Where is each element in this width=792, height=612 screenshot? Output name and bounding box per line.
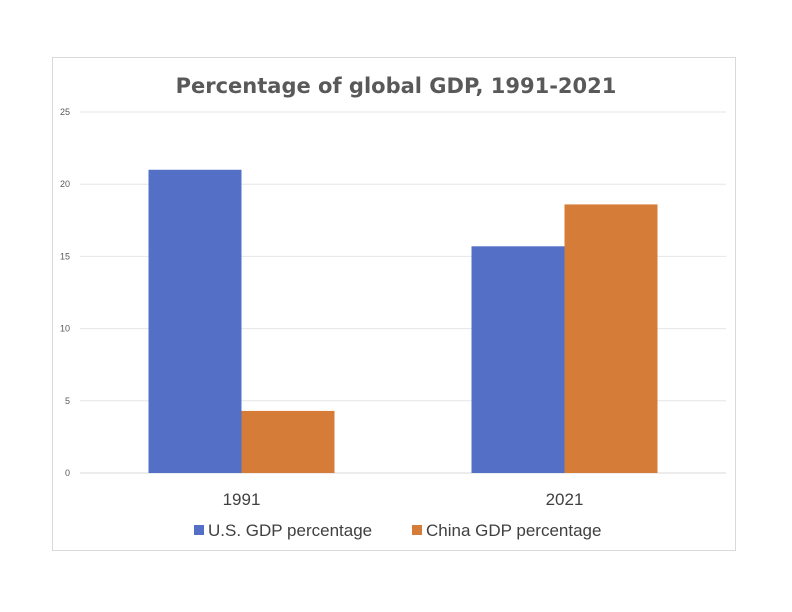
- y-axis-ticks: 0 5 10 15 20 25: [60, 107, 70, 478]
- bar-1991-series-1: [241, 410, 335, 473]
- x-category-label: 2021: [546, 490, 584, 509]
- y-tick-label: 25: [60, 107, 70, 117]
- legend-label-1: China GDP percentage: [426, 521, 601, 540]
- bar-2021-series-0: [471, 246, 565, 473]
- y-tick-label: 5: [65, 396, 70, 406]
- y-tick-label: 0: [65, 468, 70, 478]
- bars: [148, 169, 658, 473]
- y-tick-label: 15: [60, 251, 70, 261]
- y-tick-label: 10: [60, 324, 70, 334]
- bar-2021-series-1: [564, 204, 658, 473]
- x-category-label: 1991: [223, 490, 261, 509]
- bar-1991-series-0: [148, 169, 242, 473]
- x-axis-categories: 1991 2021: [223, 490, 584, 509]
- legend: U.S. GDP percentage China GDP percentage: [194, 521, 601, 540]
- legend-swatch-0: [194, 525, 204, 535]
- chart-title: Percentage of global GDP, 1991-2021: [176, 74, 617, 98]
- y-tick-label: 20: [60, 179, 70, 189]
- legend-swatch-1: [412, 525, 422, 535]
- legend-label-0: U.S. GDP percentage: [208, 521, 372, 540]
